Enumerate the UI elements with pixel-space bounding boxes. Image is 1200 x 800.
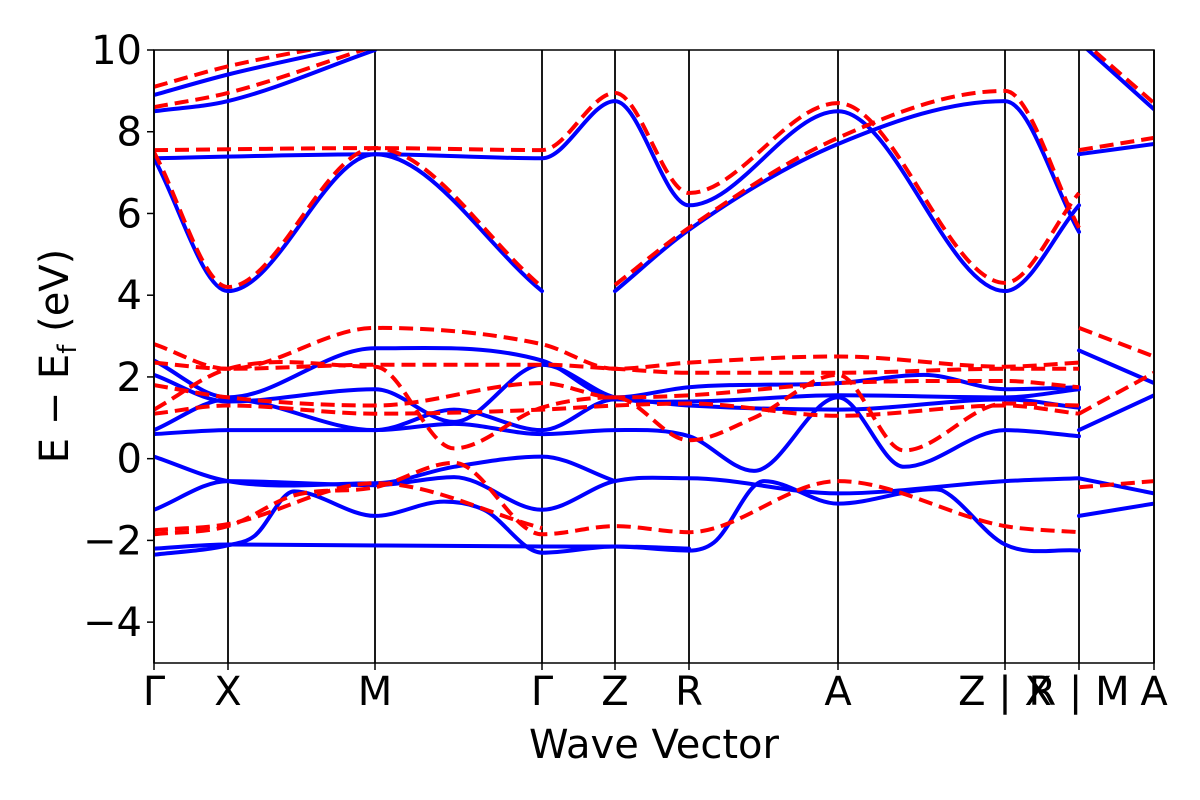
y-axis-label: E − Ef (eV) bbox=[32, 249, 83, 464]
band-line bbox=[1077, 476, 1154, 496]
band-line bbox=[613, 88, 1081, 287]
band-line bbox=[1090, 50, 1154, 105]
x-tick-label: R | M bbox=[1028, 669, 1129, 715]
x-tick-label: A bbox=[1140, 669, 1168, 715]
x-tick-label: Γ bbox=[143, 669, 166, 715]
band-line bbox=[154, 397, 1081, 433]
x-tick-label: Z | X bbox=[958, 669, 1052, 715]
band-lines bbox=[154, 50, 1154, 557]
band-line bbox=[154, 460, 1080, 537]
plot-background bbox=[154, 50, 1154, 663]
band-line bbox=[154, 542, 691, 551]
y-axis-label-subscript: f bbox=[53, 344, 83, 354]
band-line bbox=[1078, 479, 1154, 490]
band-line bbox=[154, 401, 1080, 418]
band-line bbox=[154, 50, 377, 114]
band-line bbox=[154, 99, 1081, 294]
y-axis-label-unit: (eV) bbox=[32, 249, 78, 345]
band-line bbox=[154, 345, 1081, 400]
y-axis-label-main: E − E bbox=[32, 354, 78, 464]
band-line bbox=[154, 378, 1080, 408]
band-line bbox=[154, 146, 544, 289]
y-tick-label: −4 bbox=[83, 600, 142, 646]
x-tick-label: A bbox=[824, 669, 852, 715]
band-line bbox=[154, 362, 1081, 424]
y-tick-label: 10 bbox=[91, 28, 142, 74]
band-line bbox=[1077, 393, 1154, 433]
y-tick-label: 8 bbox=[117, 110, 142, 156]
band-line bbox=[1077, 348, 1154, 386]
band-series-dashed bbox=[154, 50, 1154, 537]
band-line bbox=[1078, 326, 1154, 359]
band-line bbox=[613, 99, 1081, 294]
x-tick-label: X bbox=[214, 669, 241, 715]
plot-frame bbox=[153, 49, 1155, 664]
band-line bbox=[154, 395, 1081, 473]
x-tick-label: Γ bbox=[531, 669, 554, 715]
band-line bbox=[1078, 135, 1154, 153]
x-tick-label: Z bbox=[601, 669, 628, 715]
y-axis: −4 −2 0 2 4 6 8 10 bbox=[83, 28, 154, 646]
band-line bbox=[1078, 371, 1154, 416]
x-axis-label: Wave Vector bbox=[529, 722, 780, 768]
y-tick-label: 0 bbox=[117, 437, 142, 483]
y-tick-label: −2 bbox=[83, 518, 142, 564]
x-tick-label: R bbox=[675, 669, 703, 715]
band-line bbox=[154, 475, 1081, 512]
band-line bbox=[1077, 501, 1154, 518]
y-tick-label: 4 bbox=[117, 273, 142, 319]
band-line bbox=[154, 50, 347, 97]
y-tick-label: 6 bbox=[117, 191, 142, 237]
band-line bbox=[1085, 50, 1154, 112]
band-line bbox=[154, 342, 1079, 375]
band-line bbox=[154, 50, 320, 89]
x-tick-label: M bbox=[358, 669, 393, 715]
y-tick-label: 2 bbox=[117, 355, 142, 401]
band-line bbox=[154, 481, 543, 533]
band-line bbox=[154, 50, 369, 110]
band-line bbox=[1077, 142, 1154, 157]
